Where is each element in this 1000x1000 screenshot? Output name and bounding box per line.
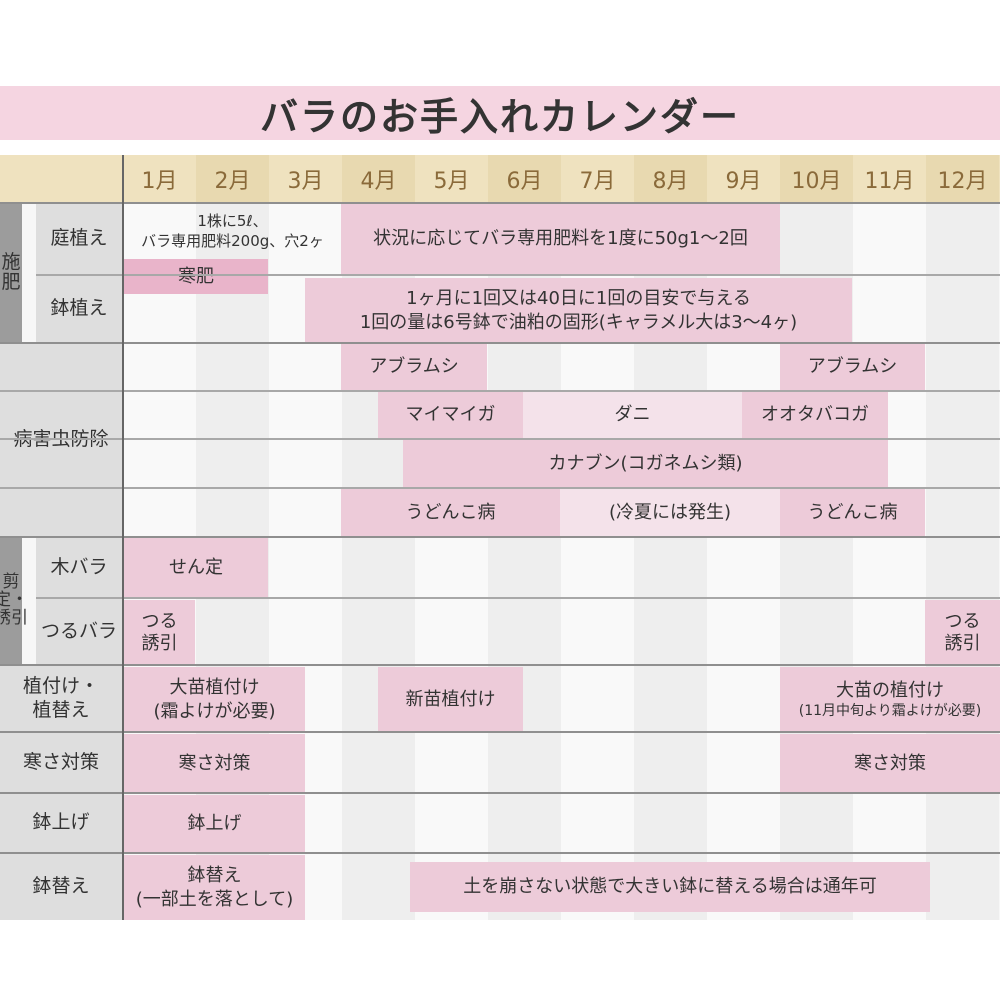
- bar-line: 鉢替え: [187, 865, 242, 887]
- plant-large-seedling-bar: 大苗植付け (霜よけが必要): [124, 667, 305, 732]
- month-label: 7月: [579, 169, 616, 194]
- bar-line: 1回の量は6号鉢で油粕の固形(キャラメル大は3～4ヶ): [359, 311, 798, 333]
- row-label-bush-rose: 木バラ: [36, 537, 122, 598]
- row-label-climbing-rose: つるバラ: [36, 598, 122, 665]
- prune-climber-bar-1: つる 誘引: [124, 600, 195, 665]
- month-label: 2月: [196, 155, 269, 203]
- subrow-divider: [36, 597, 1000, 599]
- month-label: 1月: [141, 169, 178, 194]
- subrow-divider: [0, 438, 1000, 440]
- cold-bar-autumn: 寒さ対策: [780, 734, 1000, 793]
- row-label-planting: 植付け・ 植替え: [0, 665, 122, 732]
- page-title: バラのお手入れカレンダー: [0, 86, 1000, 140]
- row-divider: [0, 852, 1000, 854]
- divider: [122, 155, 124, 920]
- pest-aphid-autumn: アブラムシ: [780, 343, 925, 391]
- row-label-potup: 鉢上げ: [0, 793, 122, 853]
- month-label: 8月: [634, 155, 707, 203]
- row-label-garden: 庭植え: [36, 203, 122, 275]
- note-line: 1株に5ℓ、: [197, 211, 268, 230]
- month-label: 12月: [926, 155, 999, 203]
- note-line: バラ専用肥料200g、穴2ヶ: [141, 232, 324, 250]
- bar-line: 誘引: [141, 632, 178, 654]
- bar-line: (11月中旬より霜よけが必要): [798, 703, 982, 720]
- plant-large-autumn-bar: 大苗の植付け (11月中旬より霜よけが必要): [780, 667, 1000, 732]
- bar-line: つる: [944, 610, 981, 632]
- plant-new-seedling-bar: 新苗植付け: [378, 667, 523, 732]
- row-label-pests: 病害虫防除: [0, 343, 122, 537]
- row-divider: [0, 731, 1000, 733]
- fert-pot-bar: 1ヶ月に1回又は40日に1回の目安で与える 1回の量は6号鉢で油粕の固形(キャラメ…: [305, 278, 852, 343]
- pest-mildew-spring: うどんこ病: [341, 489, 560, 537]
- month-label: 11月: [864, 169, 915, 194]
- fert-garden-note: 1株に5ℓ、バラ専用肥料200g、穴2ヶ: [124, 205, 341, 257]
- row-label-pot: 鉢植え: [36, 275, 122, 343]
- pest-beetle: カナブン(コガネムシ類): [403, 440, 888, 488]
- pest-mildew-cool-summer: (冷夏には発生): [560, 489, 780, 537]
- pest-mildew-autumn: うどんこ病: [780, 489, 925, 537]
- month-label: 6月: [488, 155, 561, 203]
- label-line: 植付け・: [22, 674, 99, 697]
- potup-bar: 鉢上げ: [124, 795, 305, 853]
- prune-bush-bar: せん定: [124, 538, 268, 598]
- pest-aphid-spring: アブラムシ: [341, 343, 487, 391]
- pest-gypsy-moth: マイマイガ: [378, 391, 523, 439]
- bar-line: 大苗の植付け: [836, 679, 944, 701]
- pest-mite: ダニ: [523, 391, 742, 439]
- group-label-pruning: 剪定・誘引: [0, 537, 28, 665]
- bar-line: 大苗植付け: [169, 677, 260, 699]
- row-divider: [0, 664, 1000, 666]
- row-divider: [0, 792, 1000, 794]
- prune-climber-bar-2: つる 誘引: [925, 600, 1000, 665]
- subrow-divider: [0, 390, 1000, 392]
- month-label: 5月: [433, 169, 470, 194]
- label-line: 植替え: [32, 698, 90, 721]
- repot-anytime-bar: 土を崩さない状態で大きい鉢に替える場合は通年可: [410, 862, 930, 912]
- pest-budworm: オオタバコガ: [742, 391, 888, 439]
- subrow-divider: [36, 274, 1000, 276]
- bar-line: (一部土を落として): [135, 888, 294, 910]
- row-divider: [0, 202, 1000, 204]
- month-label: 9月: [725, 169, 762, 194]
- row-label-cold: 寒さ対策: [0, 732, 122, 793]
- month-label: 10月: [780, 155, 853, 203]
- group-label-fertilizer: 施肥: [0, 203, 22, 343]
- cold-bar-winter: 寒さ対策: [124, 734, 305, 793]
- month-label: 3月: [287, 169, 324, 194]
- bar-line: (霜よけが必要): [153, 700, 276, 722]
- bar-line: つる: [141, 610, 178, 632]
- bar-line: 1ヶ月に1回又は40日に1回の目安で与える: [406, 288, 751, 310]
- repot-bar: 鉢替え (一部土を落として): [124, 855, 305, 920]
- subrow-divider: [0, 487, 1000, 489]
- row-divider: [0, 342, 1000, 344]
- fert-garden-bar: 状況に応じてバラ専用肥料を1度に50g1～2回: [341, 203, 780, 275]
- row-label-repot: 鉢替え: [0, 853, 122, 920]
- fert-winter-bar: 寒肥: [124, 259, 268, 294]
- bar-line: 誘引: [944, 632, 981, 654]
- month-label: 4月: [342, 155, 415, 203]
- row-divider: [0, 536, 1000, 538]
